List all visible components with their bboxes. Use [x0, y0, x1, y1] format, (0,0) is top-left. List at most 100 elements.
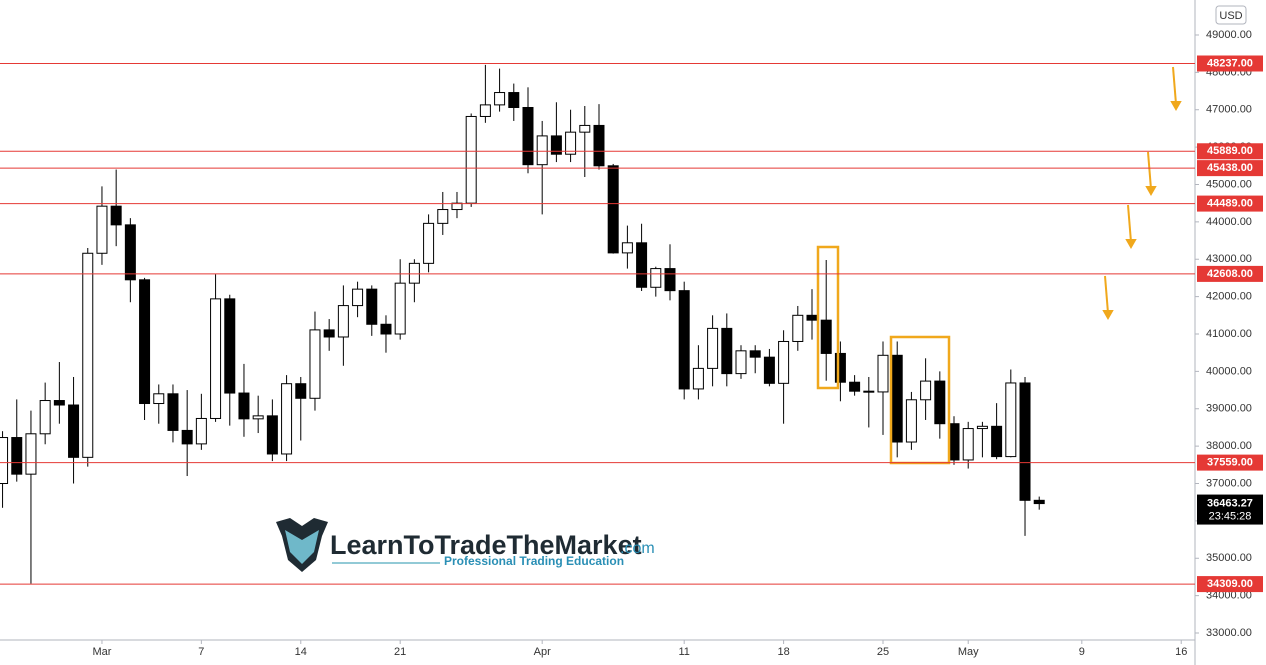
y-tick-label: 38000.00: [1206, 440, 1252, 452]
level-label-bg: [1197, 576, 1263, 593]
logo-bull: [285, 530, 319, 564]
level-label: 37559.00: [1207, 457, 1253, 469]
y-tick-label: 33000.00: [1206, 627, 1252, 639]
candle-body: [423, 222, 435, 264]
candle-body: [380, 323, 392, 335]
candle-body: [167, 393, 179, 431]
x-tick-label: 16: [1175, 646, 1187, 658]
candle-body: [508, 92, 520, 108]
arrow-head: [1102, 310, 1114, 321]
candle-body: [451, 202, 463, 211]
candle-body: [721, 327, 733, 375]
y-tick-label: 47000.00: [1206, 104, 1252, 116]
level-label: 48237.00: [1207, 57, 1253, 69]
x-tick-label: May: [958, 646, 979, 658]
level-label-bg: [1197, 265, 1263, 282]
candle-body: [124, 224, 136, 281]
candle-body: [181, 429, 193, 445]
candle-body: [96, 205, 108, 254]
candle-body: [536, 135, 548, 166]
arrow-head: [1145, 186, 1157, 197]
candle-body: [820, 319, 832, 354]
y-tick-label: 35000.00: [1206, 552, 1252, 564]
candle-body: [366, 288, 378, 325]
candle-body: [479, 104, 491, 117]
candle-body: [0, 437, 9, 485]
y-tick-label: 44000.00: [1206, 216, 1252, 228]
candle-body: [678, 290, 690, 390]
candle-body: [834, 352, 846, 383]
candle-body: [692, 367, 704, 390]
candle-body: [323, 329, 335, 338]
highlight-box: [816, 245, 840, 390]
candle-body: [621, 242, 633, 254]
candle-body: [636, 242, 648, 288]
tagline: Professional Trading Education: [444, 554, 624, 568]
candle-body: [437, 209, 449, 224]
candle-body: [337, 305, 349, 338]
level-label-bg: [1197, 160, 1263, 177]
x-tick-label: 11: [678, 646, 689, 658]
candle-body: [863, 390, 875, 393]
level-label-bg: [1197, 143, 1263, 160]
candle-body: [82, 252, 94, 458]
y-tick-label: 37000.00: [1206, 477, 1252, 489]
candle-body: [565, 131, 577, 155]
currency-badge[interactable]: [1215, 5, 1247, 25]
y-tick-label: 41000.00: [1206, 328, 1252, 340]
countdown: 23:45:28: [1209, 510, 1252, 522]
candle-body: [295, 383, 307, 399]
level-label: 42608.00: [1207, 268, 1253, 280]
candle-body: [607, 165, 619, 254]
x-tick-label: 25: [877, 646, 889, 658]
level-label: 44489.00: [1207, 197, 1253, 209]
candle-body: [266, 415, 278, 455]
candles: [0, 64, 1045, 584]
level-label: 34309.00: [1207, 578, 1253, 590]
last-price-bg: [1197, 494, 1263, 525]
candle-body: [309, 329, 321, 399]
x-tick-label: 21: [394, 646, 406, 658]
y-tick-label: 40000.00: [1206, 365, 1252, 377]
candle-body: [849, 381, 861, 392]
arrow: [1172, 66, 1177, 105]
level-label: 45889.00: [1207, 145, 1253, 157]
level-label-bg: [1197, 195, 1263, 212]
candle-body: [252, 415, 264, 420]
candle-body: [1019, 382, 1031, 501]
x-tick-label: 9: [1079, 646, 1085, 658]
level-label: 45438.00: [1207, 162, 1253, 174]
arrow-head: [1125, 239, 1137, 250]
y-tick-label: 45000.00: [1206, 178, 1252, 190]
candle-body: [579, 124, 591, 133]
brand-domain: .com: [620, 540, 655, 557]
last-price: 36463.27: [1207, 497, 1253, 509]
candle-body: [139, 279, 151, 405]
candle-body: [593, 124, 605, 167]
candle-body: [408, 262, 420, 284]
candle-body: [1033, 499, 1045, 505]
y-tick-label: 43000.00: [1206, 253, 1252, 265]
x-tick-label: 18: [777, 646, 789, 658]
candle-body: [11, 437, 23, 475]
candle-body: [465, 115, 477, 204]
x-tick-label: Apr: [534, 646, 551, 658]
candle-body: [394, 282, 406, 335]
y-tick-label: 39000.00: [1206, 403, 1252, 415]
arrow-head: [1170, 101, 1182, 112]
currency: USD: [1219, 10, 1242, 22]
candle-body: [934, 380, 946, 425]
candle-body: [494, 92, 506, 106]
candle-body: [991, 425, 1003, 458]
candle-body: [1005, 382, 1017, 458]
candle-body: [25, 433, 37, 475]
candle-body: [650, 268, 662, 288]
level-label-bg: [1197, 454, 1263, 471]
candle-body: [806, 314, 818, 321]
level-label-bg: [1197, 55, 1263, 72]
candle-body: [763, 356, 775, 384]
y-tick-label: 49000.00: [1206, 29, 1252, 41]
candle-body: [352, 288, 364, 307]
candle-body: [224, 298, 236, 394]
candle-body: [877, 354, 889, 393]
